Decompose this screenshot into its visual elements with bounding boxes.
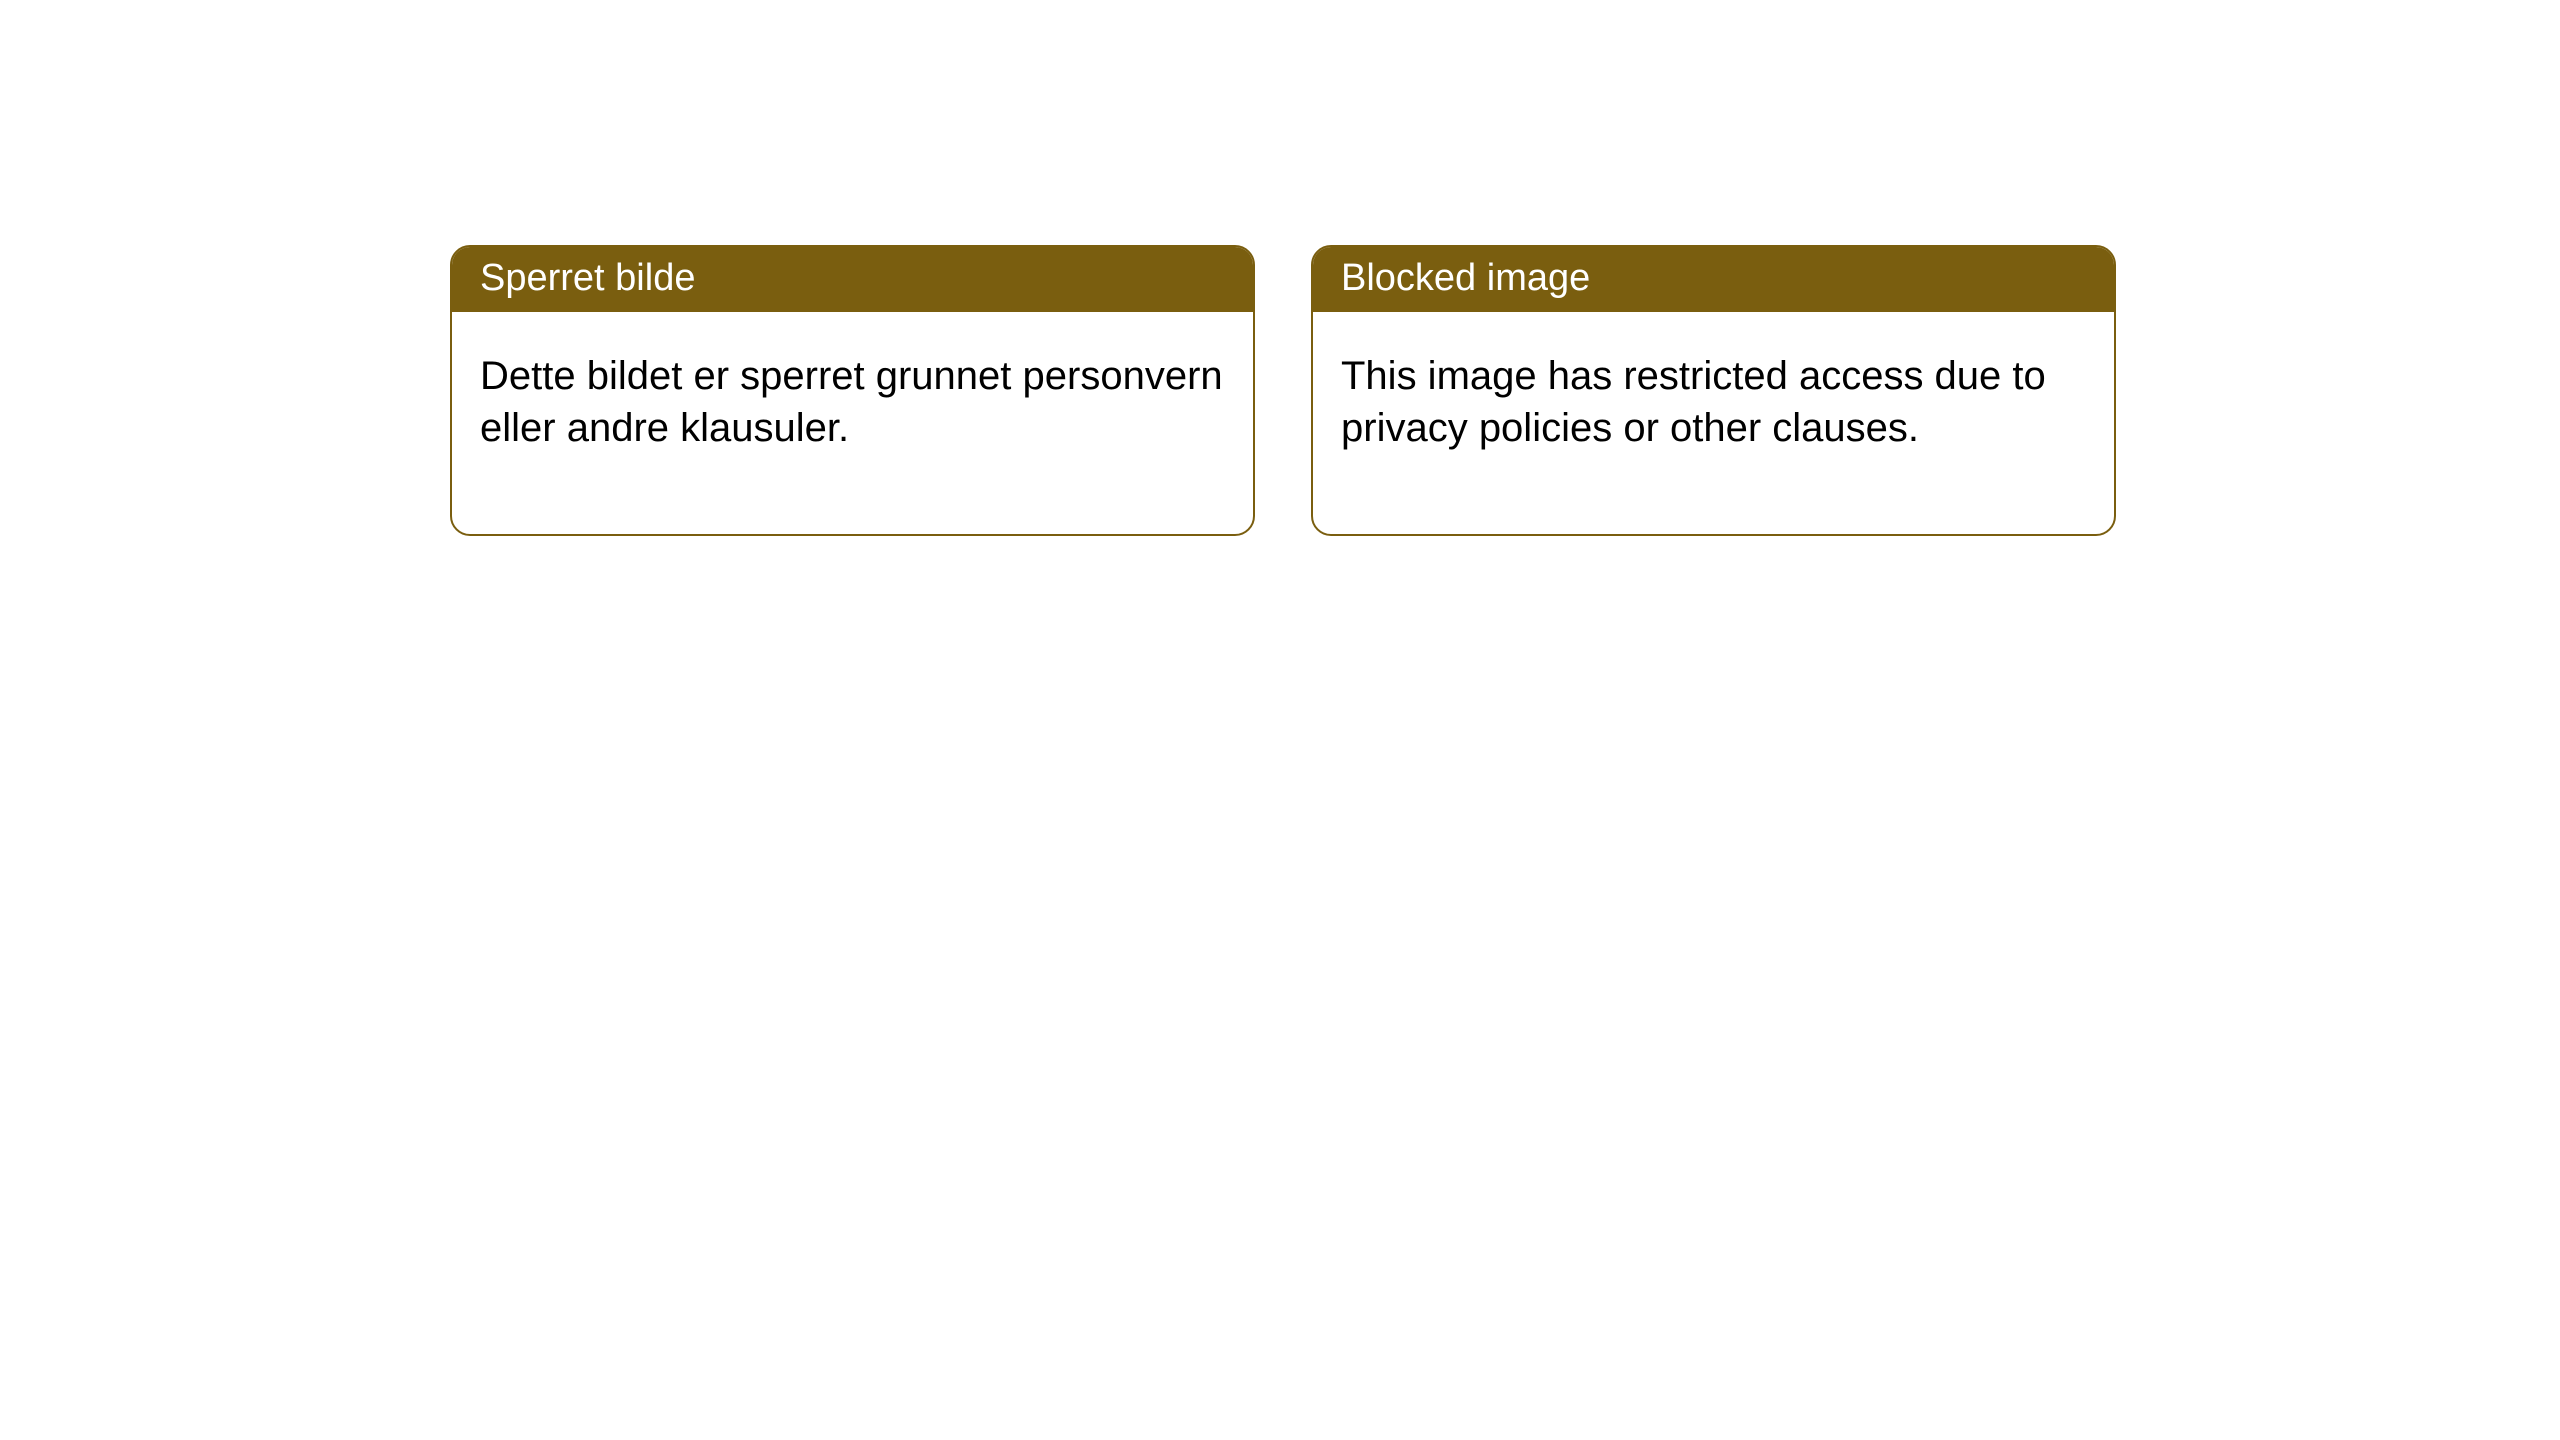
card-body-no: Dette bildet er sperret grunnet personve… (452, 312, 1253, 534)
card-body-en: This image has restricted access due to … (1313, 312, 2114, 534)
card-title-no: Sperret bilde (452, 247, 1253, 312)
card-title-en: Blocked image (1313, 247, 2114, 312)
notice-container: Sperret bilde Dette bildet er sperret gr… (0, 0, 2560, 536)
blocked-image-card-no: Sperret bilde Dette bildet er sperret gr… (450, 245, 1255, 536)
blocked-image-card-en: Blocked image This image has restricted … (1311, 245, 2116, 536)
